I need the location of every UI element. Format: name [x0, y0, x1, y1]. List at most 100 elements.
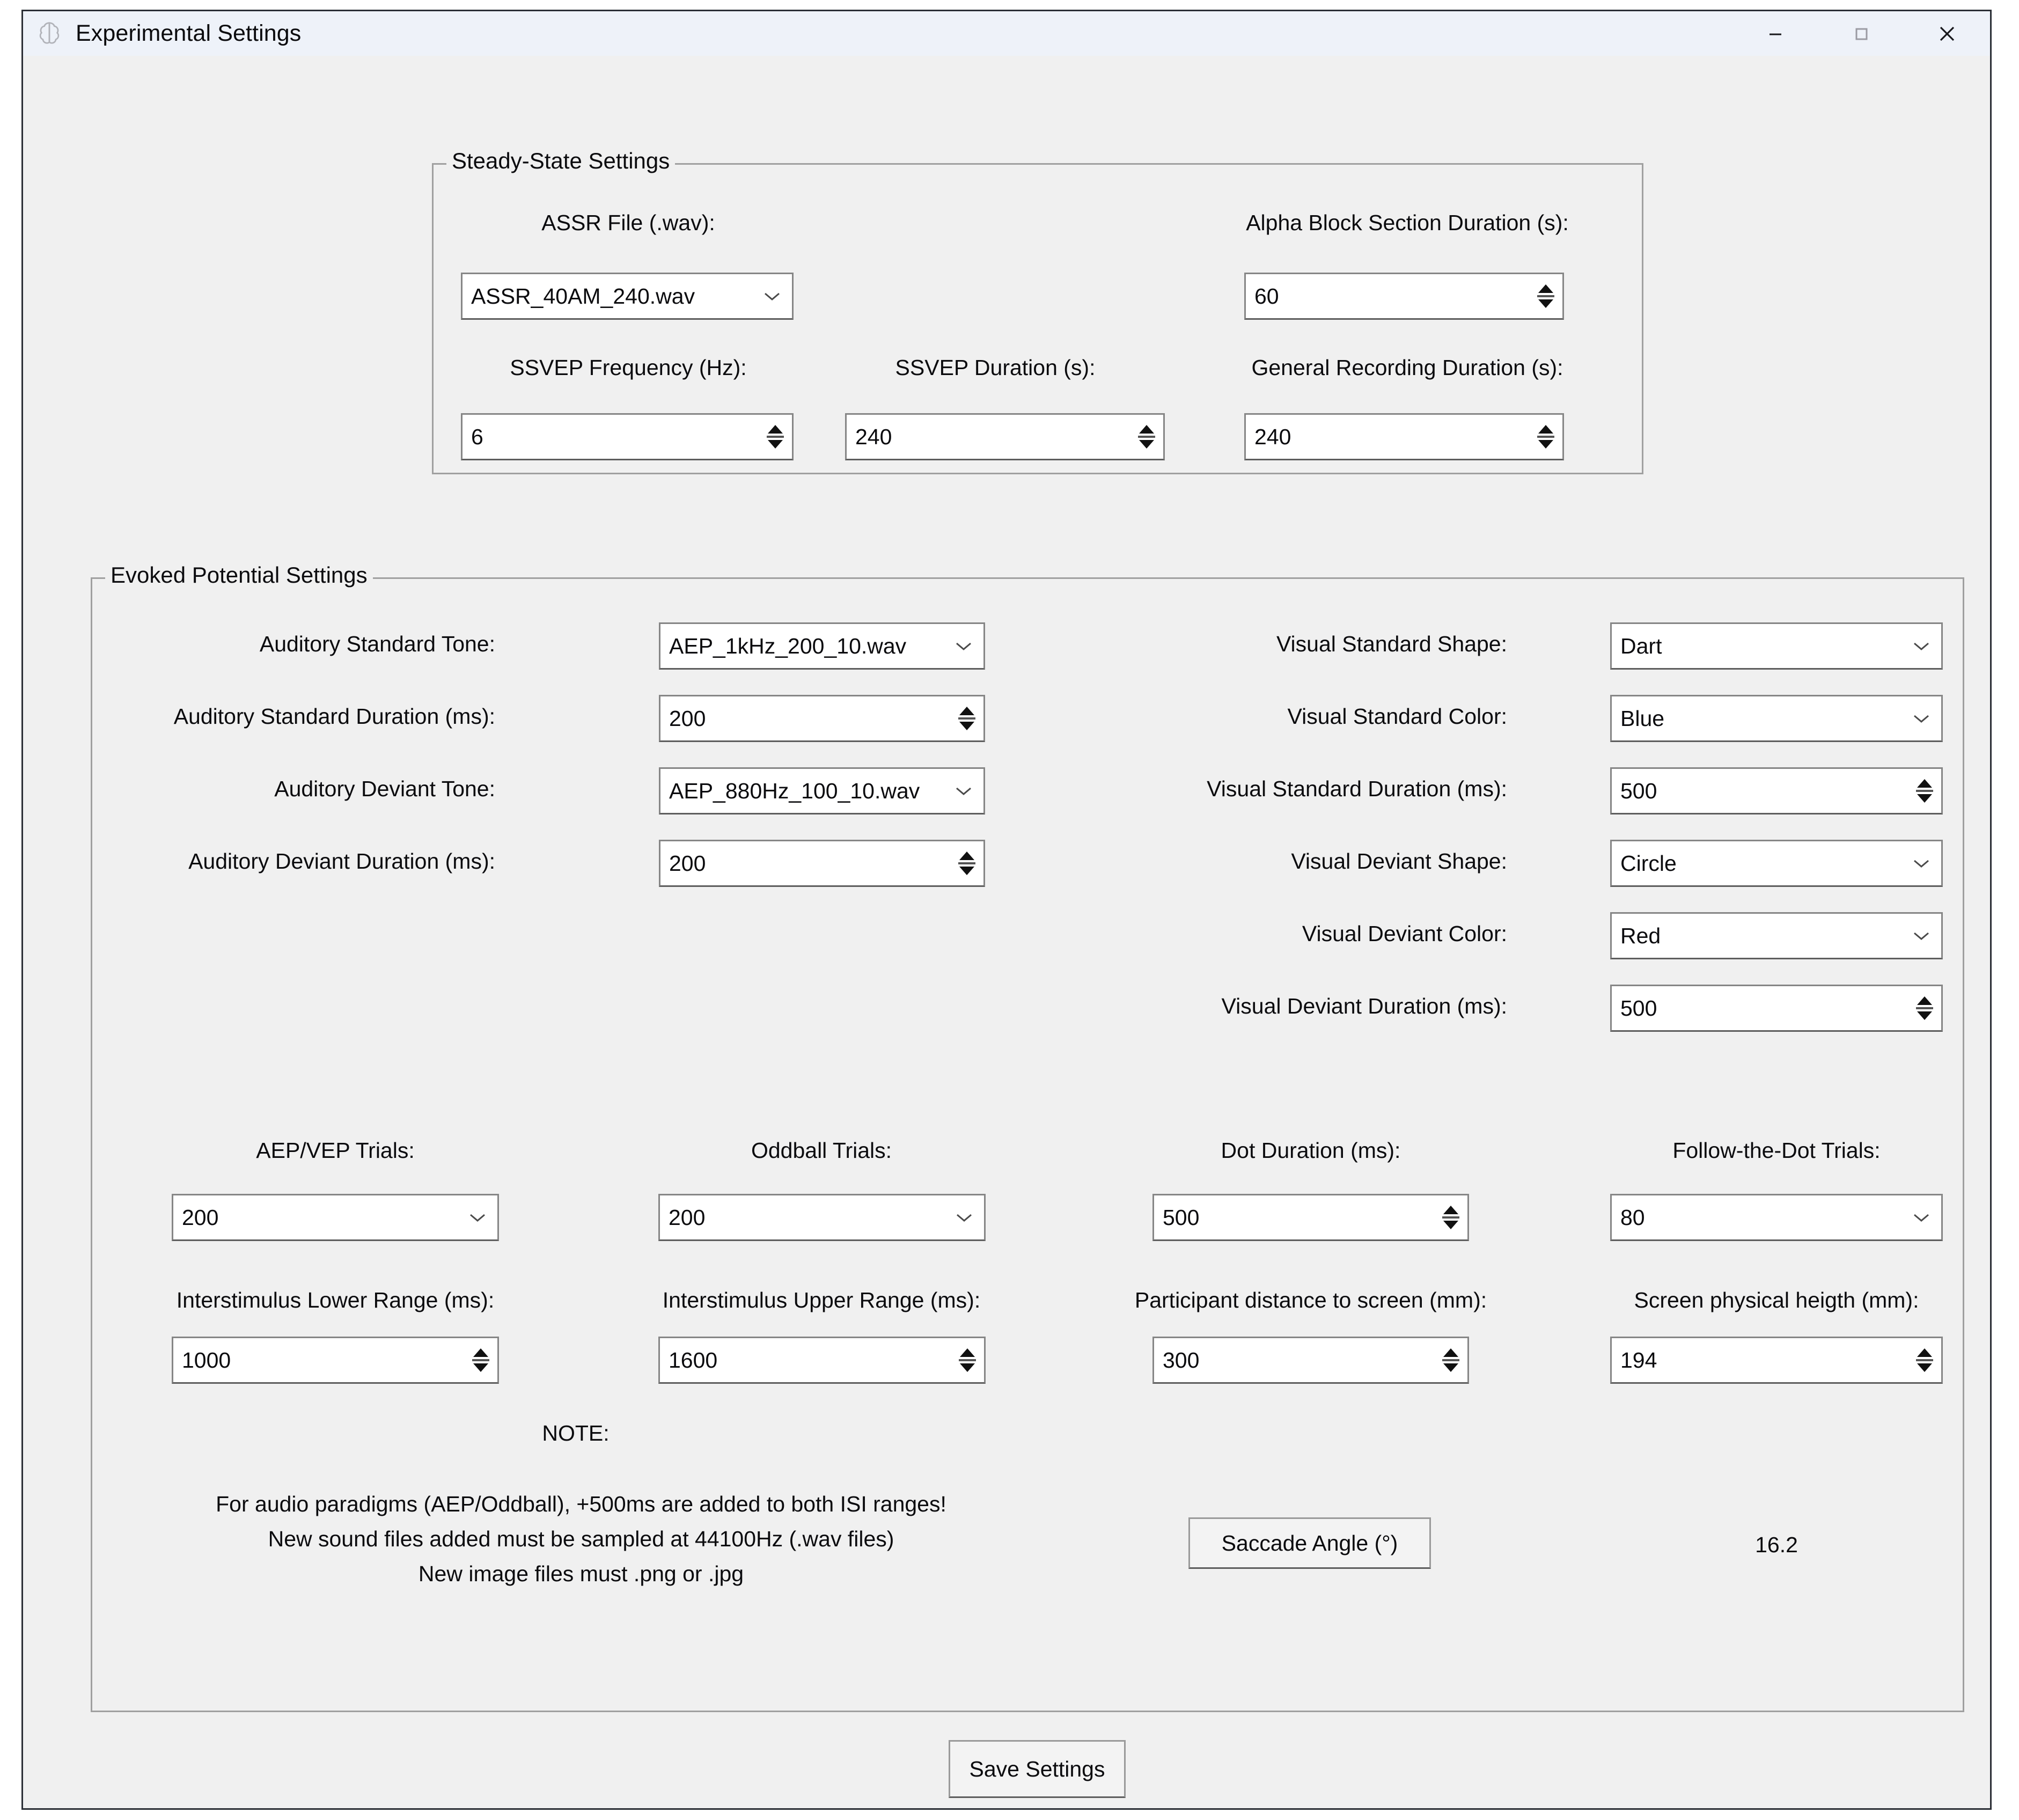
note-line-3: New image files must .png or .jpg [418, 1561, 744, 1586]
auditory-standard-tone-value: AEP_1kHz_200_10.wav [669, 633, 907, 658]
visual-deviant-color-value: Red [1620, 923, 1661, 948]
visual-standard-duration-label: Visual Standard Duration (ms): [1207, 776, 1507, 801]
dot-duration-spinner[interactable]: 500 [1152, 1194, 1469, 1241]
participant-distance-value: 300 [1163, 1347, 1200, 1373]
ssvep-duration-spinner[interactable]: 240 [845, 413, 1165, 460]
visual-deviant-color-combo[interactable]: Red [1610, 912, 1943, 959]
auditory-standard-duration-spinner[interactable]: 200 [659, 695, 985, 742]
auditory-deviant-tone-label: Auditory Deviant Tone: [274, 776, 495, 801]
alpha-block-duration-value: 60 [1254, 283, 1279, 309]
steady-state-groupbox: Steady-State Settings [432, 148, 1643, 474]
chevron-down-icon [1901, 712, 1941, 725]
oddball-trials-label: Oddball Trials: [751, 1138, 892, 1163]
follow-the-dot-trials-label: Follow-the-Dot Trials: [1672, 1138, 1881, 1163]
aep-vep-trials-value: 200 [182, 1205, 219, 1230]
auditory-standard-duration-label: Auditory Standard Duration (ms): [173, 704, 495, 729]
visual-standard-shape-value: Dart [1620, 633, 1662, 658]
spinner-arrows-icon[interactable] [759, 415, 792, 459]
auditory-deviant-tone-value: AEP_880Hz_100_10.wav [669, 778, 920, 803]
dot-duration-value: 500 [1163, 1205, 1200, 1230]
ssvep-frequency-label: SSVEP Frequency (Hz): [510, 355, 747, 380]
auditory-deviant-duration-value: 200 [669, 850, 706, 876]
title-bar[interactable]: Experimental Settings [23, 10, 1990, 56]
interstimulus-lower-range-value: 1000 [182, 1347, 231, 1373]
interstimulus-lower-range-spinner[interactable]: 1000 [172, 1337, 499, 1384]
participant-distance-spinner[interactable]: 300 [1152, 1337, 1469, 1384]
auditory-deviant-tone-combo[interactable]: AEP_880Hz_100_10.wav [659, 767, 985, 814]
ssvep-duration-value: 240 [855, 424, 892, 449]
spinner-arrows-icon[interactable] [1529, 415, 1562, 459]
maximize-icon [1855, 28, 1868, 40]
minimize-button[interactable] [1732, 11, 1818, 56]
visual-standard-duration-value: 500 [1620, 778, 1657, 803]
spinner-arrows-icon[interactable] [951, 1338, 984, 1382]
spinner-arrows-icon[interactable] [950, 841, 983, 885]
interstimulus-upper-range-spinner[interactable]: 1600 [658, 1337, 986, 1384]
spinner-arrows-icon[interactable] [1434, 1338, 1467, 1382]
general-recording-duration-spinner[interactable]: 240 [1244, 413, 1564, 460]
visual-deviant-shape-label: Visual Deviant Shape: [1291, 849, 1507, 874]
minimize-icon [1770, 33, 1781, 35]
save-settings-button[interactable]: Save Settings [949, 1740, 1126, 1798]
assr-file-combo[interactable]: ASSR_40AM_240.wav [461, 273, 794, 320]
chevron-down-icon [944, 640, 983, 652]
spinner-arrows-icon[interactable] [464, 1338, 497, 1382]
chevron-down-icon [458, 1211, 497, 1224]
visual-standard-color-label: Visual Standard Color: [1287, 704, 1507, 729]
visual-deviant-duration-value: 500 [1620, 995, 1657, 1021]
chevron-down-icon [1901, 640, 1941, 652]
saccade-angle-button[interactable]: Saccade Angle (°) [1188, 1517, 1431, 1569]
evoked-potential-groupbox: Evoked Potential Settings [91, 562, 1964, 1712]
visual-deviant-shape-combo[interactable]: Circle [1610, 840, 1943, 887]
note-line-2: New sound files added must be sampled at… [268, 1527, 894, 1551]
assr-file-value: ASSR_40AM_240.wav [471, 283, 695, 309]
spinner-arrows-icon[interactable] [1130, 415, 1163, 459]
close-icon [1940, 26, 1955, 41]
visual-standard-shape-combo[interactable]: Dart [1610, 622, 1943, 670]
chevron-down-icon [752, 290, 792, 303]
visual-standard-color-combo[interactable]: Blue [1610, 695, 1943, 742]
spinner-arrows-icon[interactable] [950, 696, 983, 740]
dot-duration-label: Dot Duration (ms): [1221, 1138, 1401, 1163]
auditory-deviant-duration-spinner[interactable]: 200 [659, 840, 985, 887]
oddball-trials-value: 200 [669, 1205, 706, 1230]
chevron-down-icon [1901, 929, 1941, 942]
ssvep-duration-label: SSVEP Duration (s): [895, 355, 1096, 380]
participant-distance-label: Participant distance to screen (mm): [1134, 1288, 1487, 1312]
ssvep-frequency-spinner[interactable]: 6 [461, 413, 794, 460]
auditory-standard-tone-label: Auditory Standard Tone: [259, 632, 495, 656]
visual-standard-duration-spinner[interactable]: 500 [1610, 767, 1943, 814]
note-line-1: For audio paradigms (AEP/Oddball), +500m… [216, 1492, 946, 1516]
experimental-settings-window: Experimental Settings Steady-State [21, 10, 1992, 1810]
aep-vep-trials-combo[interactable]: 200 [172, 1194, 499, 1241]
spinner-arrows-icon[interactable] [1434, 1195, 1467, 1239]
maximize-button[interactable] [1818, 11, 1904, 56]
auditory-standard-tone-combo[interactable]: AEP_1kHz_200_10.wav [659, 622, 985, 670]
spinner-arrows-icon[interactable] [1908, 769, 1941, 813]
alpha-block-duration-spinner[interactable]: 60 [1244, 273, 1564, 320]
oddball-trials-combo[interactable]: 200 [658, 1194, 986, 1241]
alpha-block-duration-label: Alpha Block Section Duration (s): [1246, 210, 1569, 235]
interstimulus-upper-range-label: Interstimulus Upper Range (ms): [662, 1288, 981, 1312]
spinner-arrows-icon[interactable] [1908, 986, 1941, 1030]
visual-standard-shape-label: Visual Standard Shape: [1276, 632, 1507, 656]
spinner-arrows-icon[interactable] [1908, 1338, 1941, 1382]
saccade-angle-value: 16.2 [1755, 1532, 1798, 1557]
visual-deviant-shape-value: Circle [1620, 850, 1677, 876]
close-button[interactable] [1904, 11, 1990, 56]
screen-physical-height-spinner[interactable]: 194 [1610, 1337, 1943, 1384]
window-title: Experimental Settings [76, 20, 302, 46]
general-recording-duration-value: 240 [1254, 424, 1291, 449]
visual-standard-color-value: Blue [1620, 706, 1665, 731]
screen-physical-height-label: Screen physical heigth (mm): [1634, 1288, 1919, 1312]
spinner-arrows-icon[interactable] [1529, 274, 1562, 318]
visual-deviant-duration-label: Visual Deviant Duration (ms): [1221, 994, 1507, 1018]
visual-deviant-duration-spinner[interactable]: 500 [1610, 985, 1943, 1032]
chevron-down-icon [944, 1211, 984, 1224]
screen-physical-height-value: 194 [1620, 1347, 1657, 1373]
auditory-standard-duration-value: 200 [669, 706, 706, 731]
follow-the-dot-trials-combo[interactable]: 80 [1610, 1194, 1943, 1241]
chevron-down-icon [1901, 1211, 1941, 1224]
interstimulus-lower-range-label: Interstimulus Lower Range (ms): [176, 1288, 495, 1312]
chevron-down-icon [944, 784, 983, 797]
